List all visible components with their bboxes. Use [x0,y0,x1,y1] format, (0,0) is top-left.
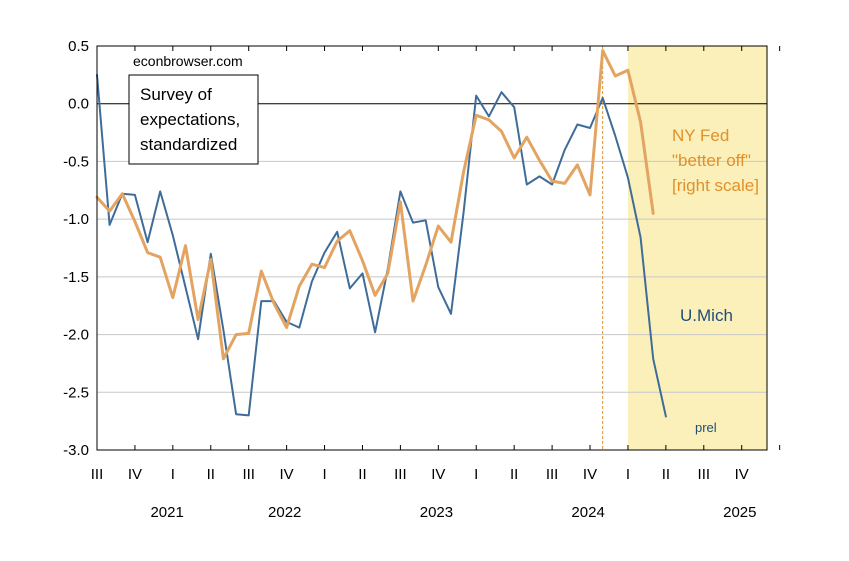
x-tick-label: I [171,466,175,483]
x-tick-label: IV [280,466,294,483]
y-tick-label: -3.0 [63,442,89,459]
nyfed-label: NY Fed "better off" [right scale] [672,126,759,195]
x-tick-label: III [546,466,559,483]
x-axis: III IV I II III IV I II III IV I II III IV I II III IV [91,46,781,483]
nyfed-label-line-3: [right scale] [672,176,759,195]
x-tick-label: IV [128,466,142,483]
nyfed-label-line-2: "better off" [672,151,751,170]
title-box: Survey of expectations, standardized [128,74,259,165]
x-tick-label: III [394,466,407,483]
x-tick-label: IV [735,466,749,483]
x-tick-label: I [474,466,478,483]
grid [97,160,767,393]
plot-frame [96,45,768,451]
x-tick-label: IV [431,466,445,483]
y-tick-label: -1.5 [63,269,89,286]
x-year-label: 2022 [268,504,301,521]
y-tick-label: -2.0 [63,327,89,344]
x-tick-label: II [207,466,215,483]
x-tick-label: III [91,466,104,483]
series-layer [95,49,667,418]
x-tick-label: III [698,466,711,483]
title-box-line-3: standardized [140,135,237,154]
x-tick-label: I [626,466,630,483]
x-year-label: 2021 [150,504,183,521]
prel-label: prel [695,420,717,435]
x-tick-label: III [242,466,255,483]
x-year-labels: 2021 2022 2023 2024 2025 [150,504,756,521]
x-tick-label: I [322,466,326,483]
y-tick-label: -0.5 [63,153,89,170]
series-line-umich [96,73,667,418]
x-year-label: 2024 [571,504,604,521]
site-label: econbrowser.com [133,53,243,69]
x-year-label: 2025 [723,504,756,521]
title-box-frame [128,74,259,165]
y-tick-label: 0.5 [68,38,89,55]
y-axis: 0.5 0.0 -0.5 -1.0 -1.5 -2.0 -2.5 -3.0 [63,38,89,459]
title-box-line-1: Survey of [140,85,212,104]
title-box-line-2: expectations, [140,110,240,129]
x-tick-label: IV [583,466,597,483]
y-tick-label: 0.0 [68,96,89,113]
umich-label: U.Mich [680,306,733,325]
x-tick-label: II [662,466,670,483]
y-tick-label: -1.0 [63,211,89,228]
x-tick-label: II [510,466,518,483]
x-year-label: 2023 [420,504,453,521]
shaded-region [627,46,767,450]
nyfed-label-line-1: NY Fed [672,126,729,145]
series-line-nyfed [95,49,655,361]
x-tick-label: II [358,466,366,483]
y-tick-label: -2.5 [63,384,89,401]
